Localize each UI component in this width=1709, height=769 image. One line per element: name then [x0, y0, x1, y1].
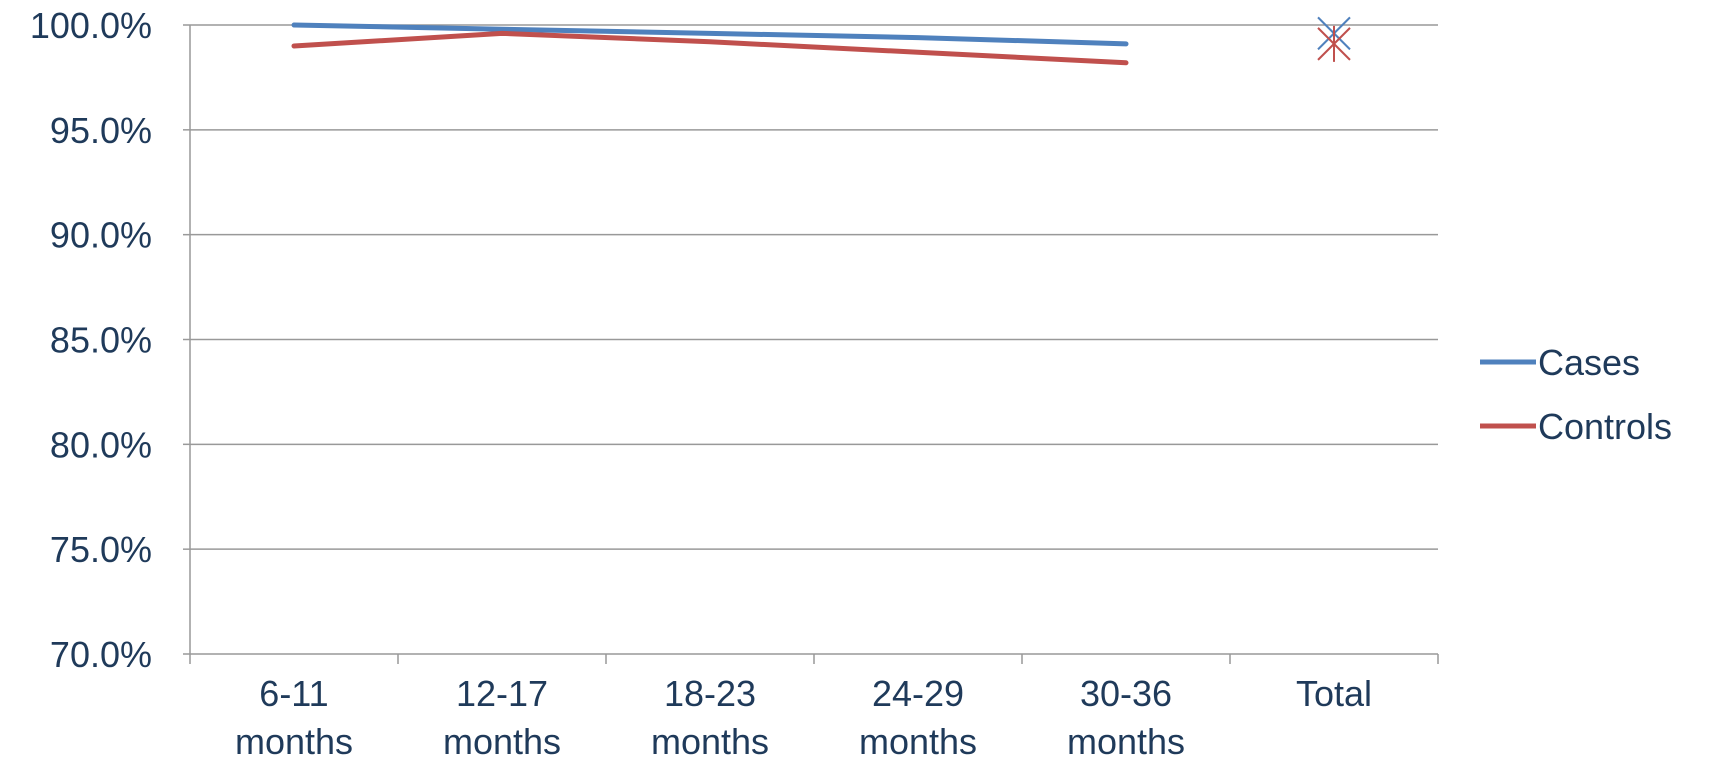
y-tick-label: 85.0%	[50, 320, 152, 361]
x-tick-label-line: months	[1067, 721, 1185, 762]
x-tick-label-line: Total	[1296, 673, 1372, 714]
x-tick-label: Total	[1296, 673, 1372, 714]
y-tick-label: 80.0%	[50, 424, 152, 465]
x-tick-label-line: 18-23	[664, 673, 756, 714]
x-tick-label: 6-11 months	[235, 673, 353, 762]
legend-label-cases: Cases	[1538, 342, 1640, 383]
x-tick-label-line: months	[651, 721, 769, 762]
y-tick-label: 100.0%	[30, 5, 152, 46]
x-tick-label-line: 12-17	[456, 673, 548, 714]
x-tick-label: 30-36 months	[1067, 673, 1185, 762]
y-tick-label: 90.0%	[50, 215, 152, 256]
x-tick-label-line: months	[859, 721, 977, 762]
x-tick-label-line: months	[235, 721, 353, 762]
x-tick-label: 18-23 months	[651, 673, 769, 762]
series-line-cases	[291, 22, 1129, 47]
x-tick-label-line: months	[443, 721, 561, 762]
x-tick-label: 24-29 months	[859, 673, 977, 762]
legend-label-controls: Controls	[1538, 406, 1672, 447]
y-tick-label: 95.0%	[50, 110, 152, 151]
total-marker-controls	[1317, 25, 1351, 62]
x-tick-label-line: 30-36	[1080, 673, 1172, 714]
y-tick-label: 70.0%	[50, 634, 152, 675]
x-tick-label: 12-17 months	[443, 673, 561, 762]
y-tick-label: 75.0%	[50, 529, 152, 570]
x-tick-label-line: 6-11	[259, 673, 328, 714]
series-line-controls	[291, 30, 1129, 66]
x-tick-label-line: 24-29	[872, 673, 964, 714]
